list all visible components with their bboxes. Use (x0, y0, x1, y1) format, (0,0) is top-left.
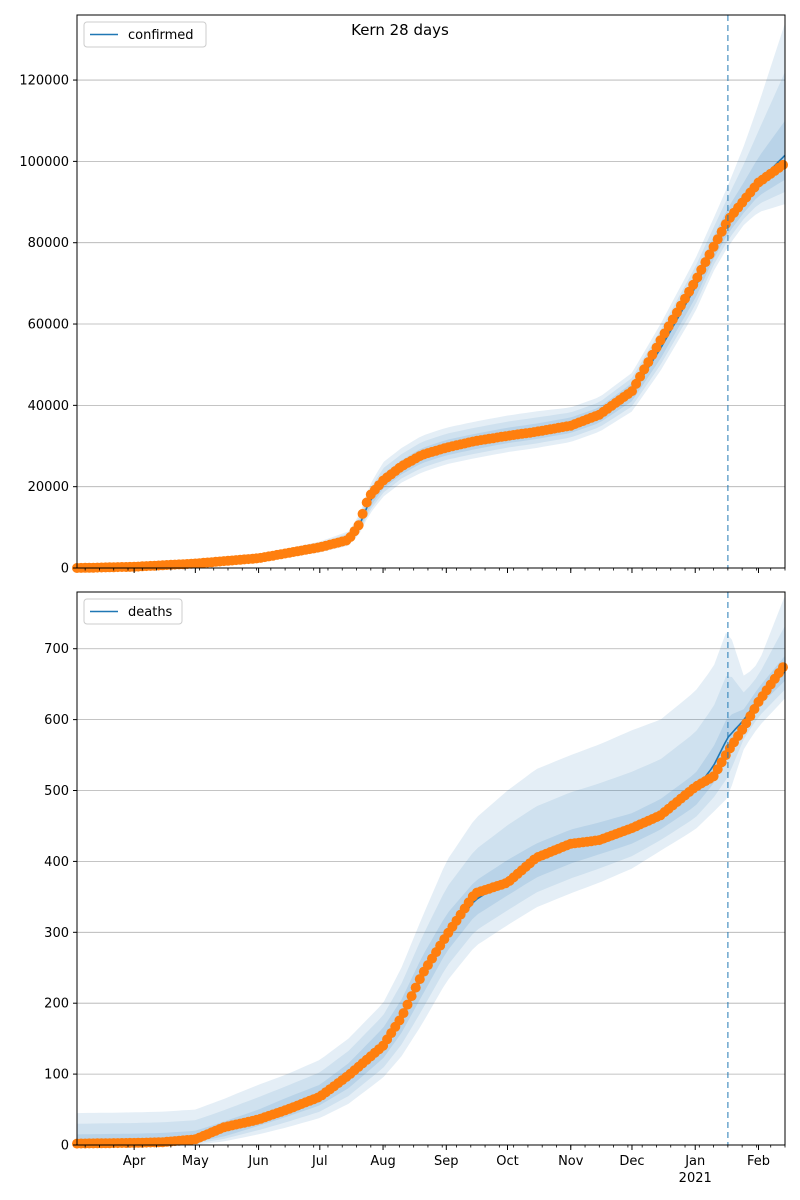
x-tick-label: Jan (684, 1154, 705, 1169)
x-tick-label: Jun (247, 1154, 268, 1169)
observed-point (688, 279, 699, 290)
x-tick-label: Oct (496, 1154, 518, 1169)
y-tick-label: 60000 (28, 318, 69, 333)
observed-point (692, 272, 703, 283)
y-tick-label: 700 (44, 642, 69, 657)
observed-point (704, 249, 715, 260)
y-tick-label: 40000 (28, 399, 69, 414)
band-90 (77, 23, 785, 569)
x-tick-label: Feb (747, 1154, 770, 1169)
observed-point (712, 234, 723, 245)
legend-label: deaths (128, 605, 173, 620)
y-tick-label: 20000 (28, 480, 69, 495)
panel-confirmed: 0 20000 40000 60000 80000 100000 120000 confirm… (19, 14, 788, 577)
x-tick-label: Aug (370, 1154, 395, 1169)
legend: deaths (83, 598, 183, 625)
band-90 (77, 595, 785, 1145)
model-line (76, 154, 786, 569)
y-tick-label: 500 (44, 784, 69, 799)
observed-point (708, 241, 719, 252)
observed-point (398, 1008, 409, 1019)
observed-point (361, 497, 372, 508)
x-tick-label: Sep (434, 1154, 459, 1169)
observed-point (402, 999, 413, 1010)
observed-points (72, 662, 788, 1149)
observed-points (72, 159, 788, 573)
y-tick-label: 0 (61, 1139, 69, 1154)
observed-point (357, 508, 368, 519)
observed-point (651, 342, 662, 353)
figure-title: Kern 28 days (351, 21, 449, 39)
observed-point (778, 662, 788, 673)
observed-point (406, 991, 417, 1002)
observed-point (631, 378, 642, 389)
y-tick-label: 400 (44, 855, 69, 870)
x-tick-label: Jul (311, 1154, 328, 1169)
band-50 (77, 120, 785, 568)
observed-point (394, 1015, 405, 1026)
x-tick-label: Apr (123, 1154, 146, 1169)
observed-point (716, 226, 727, 237)
y-tick-label: 0 (61, 562, 69, 577)
legend: confirmed (83, 21, 207, 48)
observed-point (643, 357, 654, 368)
legend-box (83, 21, 207, 48)
y-tick-label: 100 (44, 1068, 69, 1083)
legend-label: confirmed (128, 28, 194, 43)
y-tick-label: 600 (44, 713, 69, 728)
observed-point (778, 159, 788, 170)
observed-point (353, 520, 364, 531)
observed-point (696, 264, 707, 275)
observed-point (414, 974, 425, 985)
y-tick-label: 80000 (28, 236, 69, 251)
y-tick-label: 100000 (19, 155, 69, 170)
x-tick-label: May (182, 1154, 209, 1169)
x-tick-label: Dec (619, 1154, 644, 1169)
observed-point (410, 982, 421, 993)
axes-frame (76, 14, 786, 569)
legend-box (83, 598, 183, 625)
y-tick-label: 300 (44, 926, 69, 941)
y-tick-label: 120000 (19, 74, 69, 89)
y-tick-label: 200 (44, 997, 69, 1012)
axes-frame (76, 591, 786, 1146)
band-75 (77, 625, 785, 1145)
x-tick-label: Nov (558, 1154, 584, 1169)
observed-point (700, 257, 711, 268)
observed-point (635, 371, 646, 382)
panel-deaths: 0 100 200 300 400 500 600 700 Apr May Jun Jul Aug Sep… (44, 591, 788, 1186)
x-year-label: 2021 (679, 1171, 712, 1186)
